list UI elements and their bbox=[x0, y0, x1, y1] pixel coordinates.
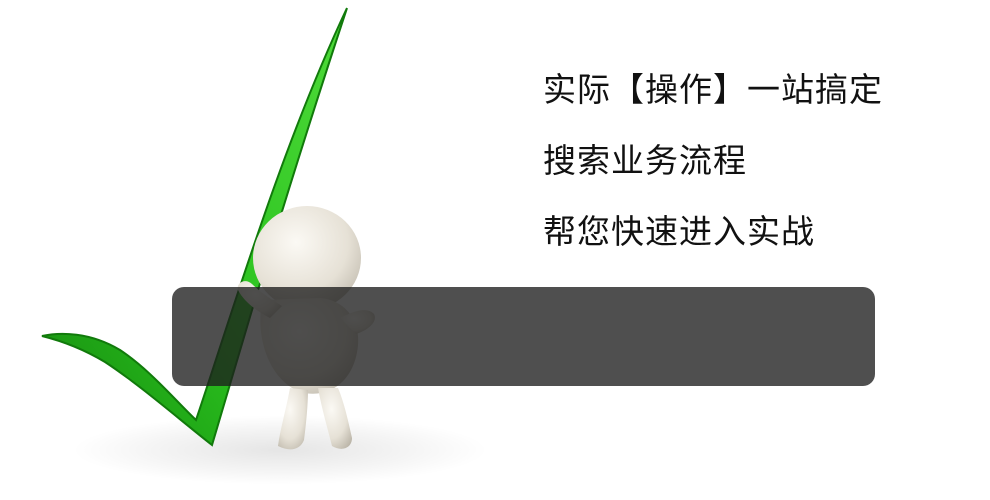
figure-leg-left bbox=[278, 388, 308, 450]
floor-shadow bbox=[70, 415, 490, 485]
figure-head bbox=[253, 206, 361, 310]
headline-list: 实际【操作】一站搞定 搜索业务流程 帮您快速进入实战 bbox=[543, 66, 883, 279]
headline-line-2: 搜索业务流程 bbox=[543, 141, 747, 180]
figure-leg-right bbox=[318, 388, 352, 449]
dark-overlay-panel bbox=[172, 287, 875, 386]
checkmark-icon bbox=[41, 7, 348, 447]
headline-line-3: 帮您快速进入实战 bbox=[543, 212, 815, 251]
headline-line-1: 实际【操作】一站搞定 bbox=[543, 70, 883, 109]
